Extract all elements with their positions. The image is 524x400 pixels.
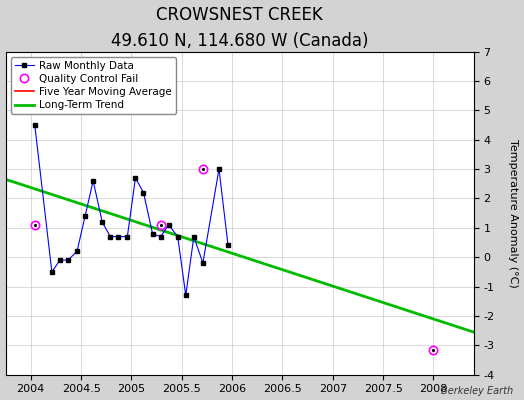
Text: Berkeley Earth: Berkeley Earth <box>441 386 514 396</box>
Legend: Raw Monthly Data, Quality Control Fail, Five Year Moving Average, Long-Term Tren: Raw Monthly Data, Quality Control Fail, … <box>11 57 176 114</box>
Y-axis label: Temperature Anomaly (°C): Temperature Anomaly (°C) <box>508 139 518 288</box>
Title: CROWSNEST CREEK
49.610 N, 114.680 W (Canada): CROWSNEST CREEK 49.610 N, 114.680 W (Can… <box>111 6 368 50</box>
